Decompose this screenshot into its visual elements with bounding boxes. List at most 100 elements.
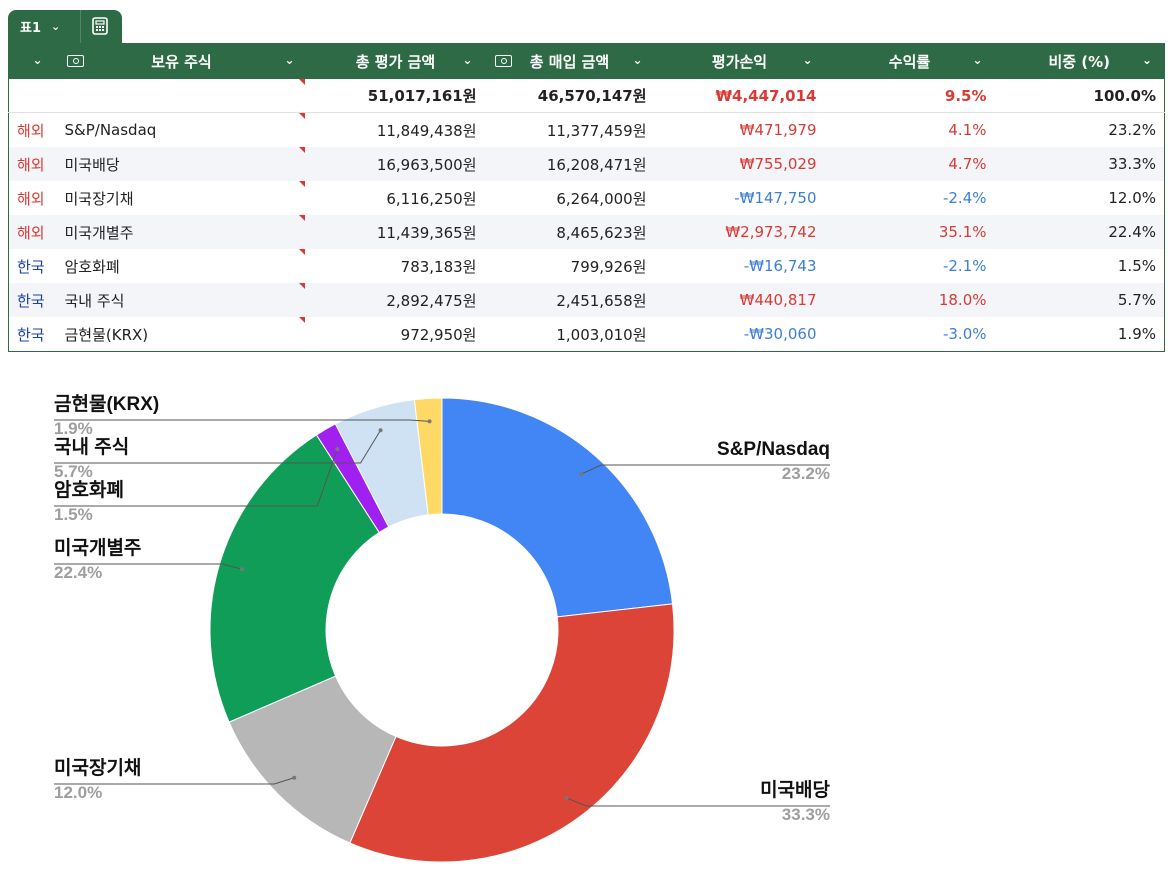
purchase-amount-cell[interactable]: 1,003,010원 [556,325,647,344]
purchase-amount-cell[interactable]: 2,451,658원 [484,283,655,317]
total-region-cell[interactable] [8,79,57,113]
comment-marker[interactable] [298,283,305,289]
total-row: 51,017,161원 46,570,147원 ₩4,447,014 9.5% … [8,79,1165,113]
return-cell[interactable]: 18.0% [824,283,995,317]
calculator-icon[interactable] [90,16,110,36]
return-cell[interactable]: -2.1% [942,257,987,275]
column-header-return[interactable]: 수익률 ⌄ [824,43,995,79]
table-header-row: ⌄ 보유 주식 ⌄ 총 평가 금액 ⌄ 총 매입 금액 ⌄ 평가손익 ⌄ 수익률 ⌄ 비중… [8,43,1165,79]
total-return[interactable]: 9.5% [824,79,995,113]
weight-cell[interactable]: 5.7% [994,283,1165,317]
weight-cell[interactable]: 1.9% [1117,325,1156,343]
purchase-amount-cell[interactable]: 6,264,000원 [556,189,647,208]
eval-amount-cell[interactable]: 972,950원 [400,325,477,344]
weight-cell[interactable]: 33.3% [994,147,1165,181]
slice-label: 암호화폐 [54,479,124,501]
chevron-down-icon[interactable]: ⌄ [51,20,61,33]
pnl-cell[interactable]: ₩2,973,742 [654,215,825,249]
eval-amount-cell[interactable]: 2,892,475원 [306,283,485,317]
eval-amount-cell[interactable]: 6,116,250원 [386,189,477,208]
weight-cell[interactable]: 1.5% [1117,257,1156,275]
eval-amount-cell[interactable]: 16,963,500원 [306,147,485,181]
return-cell[interactable]: 35.1% [824,215,995,249]
pnl-cell[interactable]: -₩30,060 [743,325,817,343]
holding-name-cell[interactable]: S&P/Nasdaq [57,113,307,148]
chevron-down-icon[interactable]: ⌄ [1141,53,1152,67]
purchase-amount-cell[interactable]: 8,465,623원 [484,215,655,249]
chevron-down-icon[interactable]: ⌄ [802,53,813,67]
chevron-down-icon[interactable]: ⌄ [284,53,295,67]
chevron-down-icon[interactable]: ⌄ [632,53,643,67]
chevron-down-icon[interactable]: ⌄ [462,53,473,67]
return-cell[interactable]: 4.7% [824,147,995,181]
pnl-cell[interactable]: ₩440,817 [654,283,825,317]
slice-percent-label: 12.0% [54,783,102,802]
purchase-amount-cell[interactable]: 16,208,471원 [484,147,655,181]
total-name-cell[interactable] [56,79,307,113]
region-cell[interactable]: 한국 [17,257,45,276]
holding-name-cell[interactable]: 미국배당 [56,147,307,181]
pnl-cell[interactable]: -₩147,750 [734,189,817,207]
table-row: 해외 미국배당 16,963,500원 16,208,471원 ₩755,029 4.7%… [8,147,1165,181]
leader-dot [378,428,383,433]
holding-name-cell[interactable]: 미국개별주 [56,215,307,249]
region-cell[interactable]: 해외 [17,189,45,208]
donut-slice[interactable] [413,397,443,516]
column-header-eval-amount[interactable]: 총 평가 금액 ⌄ [306,43,485,79]
total-purchase[interactable]: 46,570,147원 [484,79,655,113]
chevron-down-icon[interactable]: ⌄ [972,53,983,67]
slice-label: 미국개별주 [54,537,141,559]
pnl-cell[interactable]: ₩471,979 [739,121,817,139]
slice-percent-label: 1.5% [54,505,93,524]
comment-marker[interactable] [298,317,305,323]
leader-line [54,563,243,570]
leader-line [54,448,338,507]
holding-name-cell[interactable]: 국내 주식 [56,283,307,317]
eval-amount-cell[interactable]: 783,183원 [400,257,477,276]
comment-marker[interactable] [298,113,305,119]
holding-name-cell[interactable]: 암호화폐 [57,249,307,283]
leader-line [54,777,295,785]
slice-percent-label: 22.4% [54,563,102,582]
return-cell[interactable]: 4.1% [948,121,987,139]
region-cell[interactable]: 해외 [17,121,45,140]
weight-cell[interactable]: 12.0% [1108,189,1156,207]
sheet-tab[interactable]: 표1 ⌄ [8,10,122,43]
comment-marker[interactable] [298,249,305,255]
comment-marker[interactable] [298,215,305,221]
chevron-down-icon[interactable]: ⌄ [32,53,43,67]
purchase-amount-cell[interactable]: 799,926원 [570,257,647,276]
weight-cell[interactable]: 23.2% [1108,121,1156,139]
donut-slice[interactable] [209,434,380,723]
region-cell[interactable]: 한국 [17,325,45,344]
weight-cell[interactable]: 22.4% [994,215,1165,249]
column-header-weight[interactable]: 비중 (%) ⌄ [994,43,1165,79]
total-pnl[interactable]: ₩4,447,014 [654,79,825,113]
pnl-cell[interactable]: -₩16,743 [743,257,817,275]
region-cell[interactable]: 해외 [8,215,57,249]
column-header-region[interactable]: ⌄ [8,43,57,79]
column-header-purchase-amount[interactable]: 총 매입 금액 ⌄ [484,43,655,79]
tab-divider [80,10,81,43]
slice-percent-label: 23.2% [782,464,830,483]
region-cell[interactable]: 해외 [8,147,57,181]
comment-marker[interactable] [298,181,305,187]
total-eval[interactable]: 51,017,161원 [306,79,485,113]
comment-marker[interactable] [298,79,305,85]
column-header-pnl[interactable]: 평가손익 ⌄ [654,43,825,79]
donut-slice[interactable] [349,603,675,863]
purchase-amount-cell[interactable]: 11,377,459원 [546,121,647,140]
column-header-holding[interactable]: 보유 주식 ⌄ [56,43,307,79]
holding-name-cell[interactable]: 금현물(KRX) [57,317,307,352]
return-cell[interactable]: -2.4% [942,189,987,207]
pnl-cell[interactable]: ₩755,029 [654,147,825,181]
total-weight[interactable]: 100.0% [994,79,1165,113]
eval-amount-cell[interactable]: 11,849,438원 [376,121,477,140]
eval-amount-cell[interactable]: 11,439,365원 [306,215,485,249]
donut-slice[interactable] [441,397,674,618]
holding-name-cell[interactable]: 미국장기채 [57,181,307,215]
return-cell[interactable]: -3.0% [942,325,987,343]
region-cell[interactable]: 한국 [8,283,57,317]
comment-marker[interactable] [298,147,305,153]
slice-percent-label: 33.3% [782,805,830,824]
